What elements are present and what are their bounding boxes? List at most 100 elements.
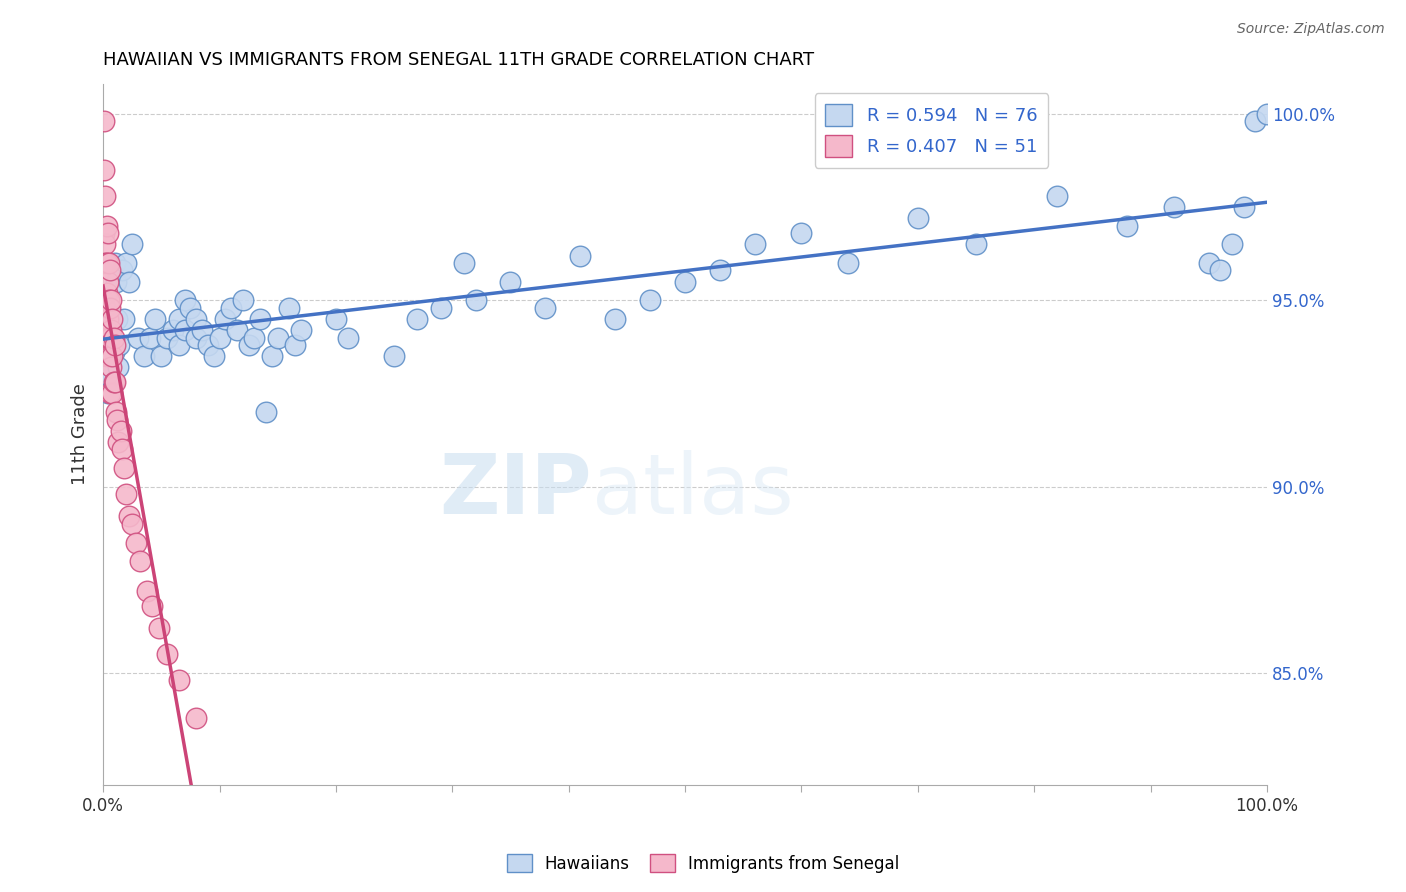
Point: [98, 386, 121, 401]
Point: [98, 323, 121, 337]
Point: [226, 323, 249, 337]
Point: [464, 293, 486, 308]
Point: [96, 285, 118, 300]
Point: [104, 405, 127, 419]
Point: [132, 349, 155, 363]
Point: [173, 293, 195, 308]
Point: [125, 535, 148, 549]
Point: [97, 386, 120, 401]
Point: [138, 330, 160, 344]
Point: [100, 349, 122, 363]
Point: [260, 349, 283, 363]
Point: [103, 376, 125, 390]
Point: [453, 256, 475, 270]
Point: [1233, 200, 1256, 214]
Point: [118, 275, 141, 289]
Point: [382, 349, 405, 363]
Point: [406, 312, 429, 326]
Point: [429, 301, 451, 315]
Point: [141, 599, 163, 613]
Point: [101, 330, 124, 344]
Point: [202, 349, 225, 363]
Point: [93, 162, 115, 177]
Point: [111, 442, 134, 457]
Point: [98, 349, 121, 363]
Point: [1198, 256, 1220, 270]
Point: [605, 312, 627, 326]
Point: [284, 338, 307, 352]
Text: HAWAIIAN VS IMMIGRANTS FROM SENEGAL 11TH GRADE CORRELATION CHART: HAWAIIAN VS IMMIGRANTS FROM SENEGAL 11TH…: [103, 51, 814, 69]
Point: [103, 330, 125, 344]
Point: [104, 275, 127, 289]
Point: [1256, 107, 1278, 121]
Point: [127, 330, 149, 344]
Point: [97, 293, 120, 308]
Point: [148, 621, 170, 635]
Point: [965, 237, 987, 252]
Point: [1116, 219, 1139, 233]
Point: [94, 256, 117, 270]
Text: Source: ZipAtlas.com: Source: ZipAtlas.com: [1237, 22, 1385, 37]
Point: [103, 345, 125, 359]
Point: [790, 226, 813, 240]
Point: [94, 237, 117, 252]
Point: [121, 237, 143, 252]
Point: [93, 226, 115, 240]
Point: [837, 256, 859, 270]
Point: [150, 349, 173, 363]
Point: [186, 312, 208, 326]
Point: [136, 584, 159, 599]
Point: [569, 248, 592, 262]
Point: [167, 338, 190, 352]
Point: [97, 312, 120, 326]
Legend: R = 0.594   N = 76, R = 0.407   N = 51: R = 0.594 N = 76, R = 0.407 N = 51: [814, 93, 1049, 168]
Point: [162, 323, 184, 337]
Point: [121, 516, 143, 531]
Point: [108, 338, 131, 352]
Point: [98, 301, 121, 315]
Point: [1163, 200, 1185, 214]
Point: [191, 323, 214, 337]
Point: [97, 226, 120, 240]
Point: [98, 263, 121, 277]
Point: [129, 554, 152, 568]
Point: [907, 211, 929, 226]
Point: [534, 301, 557, 315]
Point: [96, 219, 118, 233]
Point: [219, 301, 242, 315]
Point: [115, 256, 138, 270]
Point: [105, 312, 128, 326]
Point: [238, 338, 260, 352]
Point: [744, 237, 766, 252]
Point: [104, 338, 127, 352]
Point: [100, 360, 122, 375]
Point: [96, 323, 118, 337]
Point: [115, 487, 138, 501]
Point: [105, 412, 128, 426]
Point: [267, 330, 290, 344]
Point: [1046, 189, 1069, 203]
Point: [243, 330, 266, 344]
Point: [173, 323, 195, 337]
Point: [97, 330, 120, 344]
Point: [94, 301, 117, 315]
Point: [186, 330, 208, 344]
Text: atlas: atlas: [592, 450, 793, 531]
Point: [167, 673, 190, 688]
Point: [94, 189, 117, 203]
Point: [100, 323, 122, 337]
Point: [107, 434, 129, 449]
Point: [709, 263, 731, 277]
Point: [101, 386, 124, 401]
Point: [145, 312, 167, 326]
Point: [1209, 263, 1232, 277]
Point: [104, 376, 127, 390]
Point: [96, 349, 118, 363]
Point: [112, 312, 135, 326]
Point: [202, 807, 225, 822]
Point: [156, 648, 179, 662]
Legend: Hawaiians, Immigrants from Senegal: Hawaiians, Immigrants from Senegal: [501, 847, 905, 880]
Point: [197, 338, 219, 352]
Point: [156, 330, 179, 344]
Point: [214, 312, 236, 326]
